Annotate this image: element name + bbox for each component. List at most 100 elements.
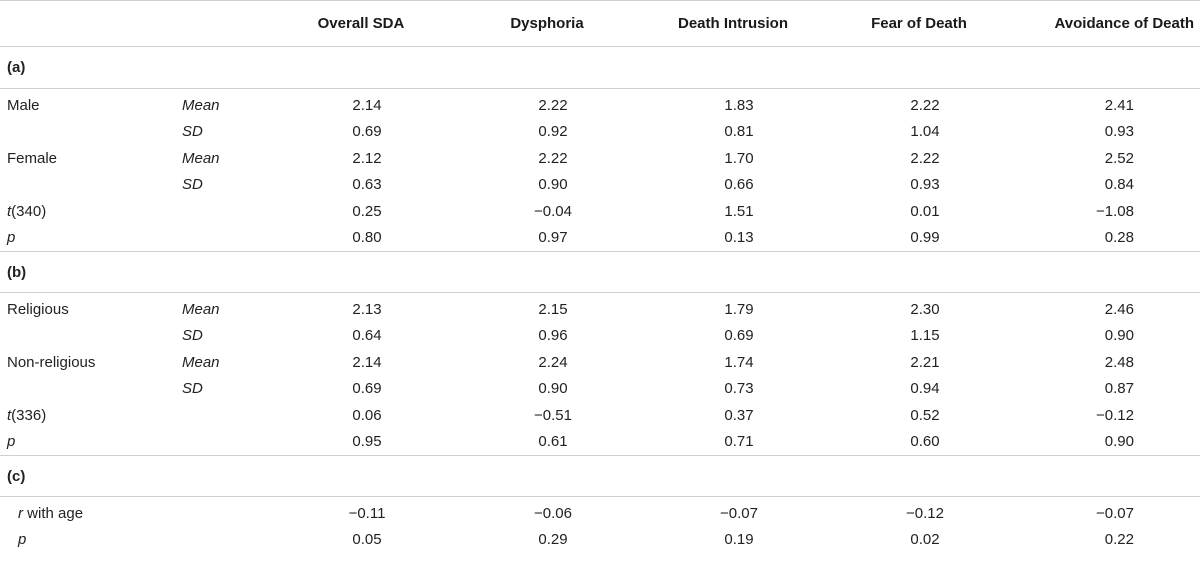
cell-avoidance-of-death: 2.46 <box>1104 300 1134 318</box>
cell-fear-of-death: 0.60 <box>826 428 1012 456</box>
cell-fear-of-death: 0.52 <box>910 406 940 424</box>
cell-overall-sda: 0.63 <box>352 176 382 194</box>
cell-overall-sda: 0.95 <box>268 428 454 456</box>
row-group-label: Female <box>7 149 58 167</box>
cell-overall-sda: 0.25 <box>352 202 382 220</box>
row-label-italic: t <box>7 202 12 220</box>
table-row: Male Mean 2.14 2.22 1.83 2.22 2.41 <box>0 89 1200 119</box>
section-a-label: (a) <box>0 46 1200 89</box>
cell-fear-of-death: 2.22 <box>910 149 940 167</box>
cell-avoidance-of-death: 0.93 <box>1104 123 1134 141</box>
table-row: SD 0.69 0.92 0.81 1.04 0.93 <box>0 119 1200 146</box>
cell-death-intrusion: 0.73 <box>724 380 754 398</box>
cell-fear-of-death: 1.15 <box>910 327 940 345</box>
table-row: p 0.95 0.61 0.71 0.60 0.90 <box>0 428 1200 456</box>
row-stat-label: Mean <box>182 96 220 114</box>
cell-overall-sda: 2.14 <box>352 96 382 114</box>
section-a-header: (a) <box>0 46 1200 89</box>
cell-fear-of-death: 2.30 <box>910 300 940 318</box>
row-stat-label: Mean <box>182 353 220 371</box>
row-stat-label <box>178 428 268 456</box>
cell-death-intrusion: −0.07 <box>720 504 758 522</box>
table-row: SD 0.69 0.90 0.73 0.94 0.87 <box>0 376 1200 403</box>
row-group-label: r with age <box>0 497 178 527</box>
cell-overall-sda: 2.14 <box>352 353 382 371</box>
cell-overall-sda: 2.12 <box>352 149 382 167</box>
sda-comparison-table: Overall SDA Dysphoria Death Intrusion Fe… <box>0 0 1200 554</box>
cell-overall-sda: 0.05 <box>352 531 382 549</box>
row-stat-label: SD <box>182 327 203 345</box>
cell-dysphoria: −0.06 <box>534 504 572 522</box>
section-c-header: (c) <box>0 455 1200 497</box>
row-label-italic: r <box>18 504 23 522</box>
row-label-rest: with age <box>23 504 84 522</box>
header-row: Overall SDA Dysphoria Death Intrusion Fe… <box>0 0 1200 47</box>
cell-fear-of-death: 0.94 <box>910 380 940 398</box>
cell-avoidance-of-death: 2.52 <box>1104 149 1134 167</box>
table-row: t(336) 0.06 −0.51 0.37 0.52 −0.12 <box>0 402 1200 429</box>
cell-overall-sda: 0.80 <box>268 224 454 252</box>
cell-avoidance-of-death: 2.48 <box>1104 353 1134 371</box>
row-group-label <box>0 376 178 403</box>
cell-death-intrusion: 1.70 <box>724 149 754 167</box>
row-group-label: p <box>0 224 178 252</box>
cell-dysphoria: 0.92 <box>538 123 568 141</box>
cell-fear-of-death: 2.22 <box>910 96 940 114</box>
row-group-label <box>0 172 178 199</box>
cell-death-intrusion: 1.83 <box>724 96 754 114</box>
cell-death-intrusion: 1.79 <box>724 300 754 318</box>
cell-avoidance-of-death: 0.90 <box>1104 327 1134 345</box>
row-group-label: Non-religious <box>7 353 96 371</box>
table-row: Female Mean 2.12 2.22 1.70 2.22 2.52 <box>0 145 1200 172</box>
cell-fear-of-death: 0.01 <box>910 202 940 220</box>
cell-avoidance-of-death: 0.90 <box>1012 428 1200 456</box>
cell-avoidance-of-death: −0.12 <box>1096 406 1134 424</box>
table-row: p 0.05 0.29 0.19 0.02 0.22 <box>0 527 1200 554</box>
section-b-header: (b) <box>0 251 1200 293</box>
cell-overall-sda: 0.69 <box>352 123 382 141</box>
header-death-intrusion: Death Intrusion <box>640 0 826 47</box>
row-group-label: p <box>0 527 178 554</box>
cell-death-intrusion: 0.37 <box>724 406 754 424</box>
row-label-italic: p <box>7 433 16 451</box>
table-row: r with age −0.11 −0.06 −0.07 −0.12 −0.07 <box>0 497 1200 527</box>
cell-overall-sda: 0.69 <box>352 380 382 398</box>
cell-avoidance-of-death: 0.84 <box>1104 176 1134 194</box>
cell-dysphoria: −0.51 <box>534 406 572 424</box>
cell-fear-of-death: 1.04 <box>910 123 940 141</box>
cell-death-intrusion: 0.71 <box>640 428 826 456</box>
table-row: Non-religious Mean 2.14 2.24 1.74 2.21 2… <box>0 349 1200 376</box>
header-empty-group <box>0 0 178 47</box>
row-group-label: p <box>0 428 178 456</box>
cell-avoidance-of-death: 0.28 <box>1012 224 1200 252</box>
cell-death-intrusion: 0.13 <box>640 224 826 252</box>
row-group-label: t(340) <box>0 198 178 225</box>
cell-dysphoria: 2.24 <box>538 353 568 371</box>
cell-dysphoria: 2.15 <box>538 300 568 318</box>
cell-overall-sda: −0.11 <box>348 504 386 522</box>
header-avoidance-of-death: Avoidance of Death <box>1012 0 1200 47</box>
table-row: SD 0.63 0.90 0.66 0.93 0.84 <box>0 172 1200 199</box>
cell-dysphoria: −0.04 <box>534 202 572 220</box>
cell-avoidance-of-death: −1.08 <box>1096 202 1134 220</box>
cell-dysphoria: 0.90 <box>538 380 568 398</box>
row-stat-label: SD <box>182 176 203 194</box>
row-stat-label <box>178 497 268 527</box>
cell-death-intrusion: 0.69 <box>724 327 754 345</box>
cell-fear-of-death: 2.21 <box>910 353 940 371</box>
row-label-italic: p <box>7 229 16 247</box>
cell-dysphoria: 0.90 <box>538 176 568 194</box>
row-label-rest: (340) <box>11 202 47 220</box>
header-overall-sda: Overall SDA <box>268 0 454 47</box>
cell-avoidance-of-death: 0.22 <box>1104 531 1134 549</box>
row-group-label: Male <box>7 96 40 114</box>
table-row: Religious Mean 2.13 2.15 1.79 2.30 2.46 <box>0 293 1200 323</box>
cell-death-intrusion: 1.51 <box>724 202 754 220</box>
row-stat-label <box>178 198 268 225</box>
cell-avoidance-of-death: 2.41 <box>1104 96 1134 114</box>
row-label-italic: t <box>7 406 12 424</box>
cell-dysphoria: 0.61 <box>454 428 640 456</box>
table-row: SD 0.64 0.96 0.69 1.15 0.90 <box>0 323 1200 350</box>
header-dysphoria: Dysphoria <box>454 0 640 47</box>
row-group-label <box>0 119 178 146</box>
